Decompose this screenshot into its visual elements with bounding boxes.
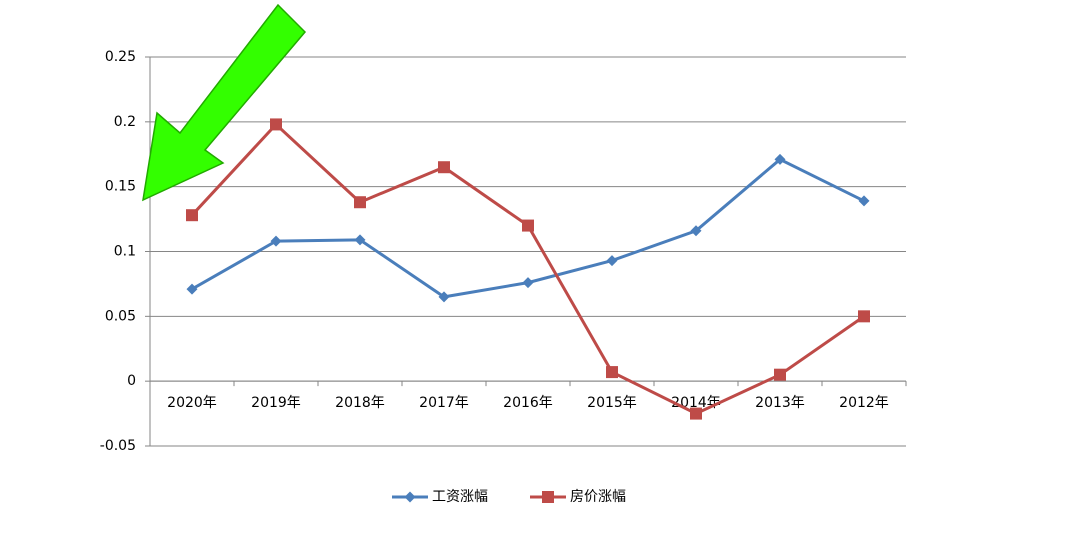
y-tick-label: 0	[127, 373, 136, 389]
legend-marker	[542, 491, 554, 503]
point	[858, 310, 870, 323]
point	[270, 235, 282, 247]
point	[270, 118, 282, 131]
y-tick-label: 0.25	[105, 49, 136, 65]
x-tick-label: 2018年	[335, 395, 385, 411]
x-tick-label: 2019年	[251, 395, 301, 411]
point	[354, 196, 366, 209]
point	[774, 153, 786, 165]
y-tick-label: 0.05	[105, 308, 136, 324]
x-tick-label: 2013年	[755, 395, 805, 411]
point	[606, 255, 618, 267]
y-tick-label: 0.1	[114, 244, 136, 260]
point	[522, 219, 534, 232]
point	[690, 225, 702, 237]
point	[774, 368, 786, 381]
point	[606, 366, 618, 379]
x-tick-label: 2016年	[503, 395, 553, 411]
point	[858, 195, 870, 207]
x-tick-label: 2012年	[839, 395, 889, 411]
y-tick-label: 0.15	[105, 179, 136, 195]
point	[354, 234, 366, 246]
point	[438, 161, 450, 174]
x-tick-label: 2020年	[167, 395, 217, 411]
y-tick-label: 0.2	[114, 114, 136, 130]
legend-marker	[404, 491, 416, 503]
x-tick-label: 2017年	[419, 395, 469, 411]
point	[690, 407, 702, 420]
legend-label: 房价涨幅	[570, 489, 626, 505]
legend-label: 工资涨幅	[432, 489, 488, 505]
point	[438, 291, 450, 303]
arrow-annotation	[142, 3, 307, 202]
y-tick-label: -0.05	[100, 438, 136, 454]
series-line	[190, 122, 865, 416]
point	[522, 277, 534, 289]
point	[186, 209, 198, 222]
point	[186, 283, 198, 295]
x-tick-label: 2015年	[587, 395, 637, 411]
